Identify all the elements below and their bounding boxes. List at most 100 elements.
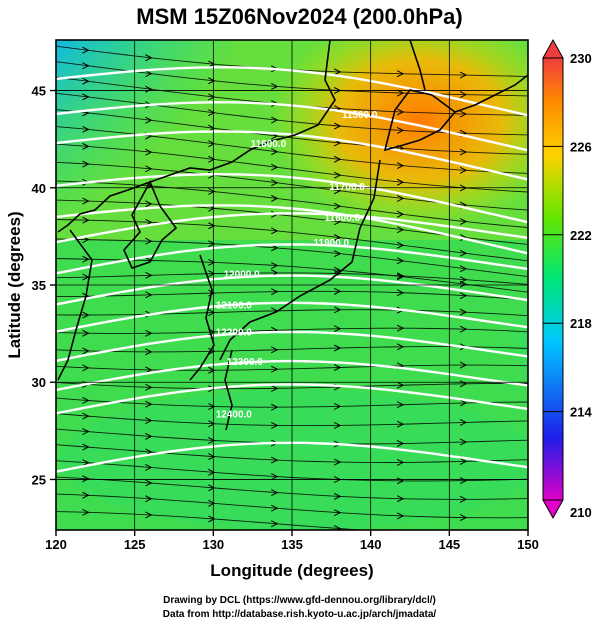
streamline-arrowhead — [396, 273, 405, 281]
streamline-arrowhead — [271, 163, 279, 171]
streamline-arrowhead — [145, 116, 153, 124]
streamline-arrowhead — [82, 93, 90, 101]
x-tick-label: 140 — [360, 537, 382, 552]
y-axis-title: Latitude (degrees) — [5, 211, 24, 358]
streamline-arrowhead — [208, 436, 216, 444]
credits: Drawing by DCL (https://www.gfd-dennou.o… — [0, 594, 599, 622]
streamline-arrowhead — [271, 116, 279, 124]
y-tick-label: 25 — [32, 472, 46, 487]
streamline-arrowhead — [459, 380, 468, 388]
colorbar-tick-label: 226 — [570, 139, 592, 154]
streamline-arrowhead — [82, 311, 90, 319]
streamline-arrowhead — [459, 514, 468, 522]
streamline-arrowhead — [208, 499, 216, 507]
streamline-arrowhead — [396, 420, 405, 428]
streamline-arrowhead — [459, 399, 468, 407]
x-tick-label: 150 — [517, 537, 539, 552]
contour-label: 11800.0 — [325, 213, 361, 224]
streamline-arrowhead — [145, 495, 153, 503]
streamline-arrowhead — [208, 366, 216, 374]
streamline-arrowhead — [396, 108, 405, 116]
x-tick-label: 130 — [202, 537, 224, 552]
contour-label: 12100.0 — [216, 300, 253, 311]
streamline-arrowhead — [145, 271, 153, 279]
streamline-arrowhead — [82, 329, 90, 337]
streamline-arrowhead — [396, 162, 405, 170]
streamline-arrowhead — [145, 54, 153, 62]
colorbar-tick-label: 210 — [570, 505, 592, 520]
colorbar-ticks: 230 226 222 218 214 210 — [543, 51, 592, 520]
streamline-arrowhead — [82, 428, 90, 436]
y-tick-label: 30 — [32, 375, 46, 390]
x-tick-label: 120 — [45, 537, 67, 552]
streamline-arrowhead — [82, 508, 90, 516]
streamline-arrowhead — [271, 456, 279, 464]
streamline-arrowhead — [82, 62, 90, 70]
streamline-arrowhead — [396, 343, 405, 351]
streamline-arrowhead — [145, 511, 153, 519]
streamline-arrowhead — [396, 226, 405, 234]
streamline-arrowhead — [333, 266, 342, 274]
streamline-arrowhead — [82, 125, 90, 133]
colorbar-gradient — [542, 57, 564, 501]
x-tick-label: 135 — [281, 537, 303, 552]
streamline-arrowhead — [396, 495, 405, 503]
streamline-arrowhead — [333, 364, 342, 371]
streamline-arrowhead — [271, 83, 279, 90]
streamline-arrowhead — [145, 383, 153, 391]
streamline-arrowhead — [333, 421, 342, 429]
streamline-arrowhead — [459, 361, 468, 369]
y-tick-label: 35 — [32, 278, 46, 293]
streamline-arrowhead — [82, 475, 90, 483]
streamline-arrowhead — [333, 325, 342, 333]
coastlines — [57, 40, 528, 431]
streamline-arrowhead — [459, 457, 468, 465]
streamline-arrowhead — [396, 289, 405, 297]
streamline-arrowhead — [145, 348, 153, 356]
streamline-arrowhead — [145, 463, 153, 471]
streamline-arrowhead — [333, 187, 342, 195]
streamline-arrowhead — [145, 400, 153, 408]
y-axis-ticks: 25 30 35 40 45 — [32, 84, 56, 487]
streamline-arrowhead — [82, 46, 90, 54]
streamline-arrowhead — [333, 306, 342, 314]
streamline-arrowhead — [396, 458, 405, 466]
streamline-arrowhead — [459, 249, 468, 257]
colorbar-tick-label: 214 — [570, 405, 592, 420]
streamline-arrowhead — [333, 525, 342, 530]
streamline-arrowhead — [145, 417, 153, 424]
streamline-arrowhead — [459, 438, 468, 446]
colorbar-tick-label: 218 — [570, 316, 592, 331]
streamline-arrowhead — [333, 344, 342, 352]
streamline-arrowhead — [82, 412, 90, 420]
colorbar-tick-label: 230 — [570, 51, 592, 66]
streamline-arrowhead — [333, 492, 342, 500]
streamline-arrowhead — [333, 202, 342, 210]
streamline-arrowhead — [333, 287, 342, 295]
streamline-arrowhead — [460, 532, 466, 538]
streamline-arrowhead — [459, 276, 468, 284]
streamline-arrowhead — [271, 244, 279, 252]
streamline-arrowhead — [145, 432, 153, 440]
streamline-arrowhead — [271, 227, 279, 235]
streamline-arrowhead — [208, 403, 216, 410]
streamline-arrowhead — [271, 421, 279, 429]
streamline-arrowhead — [333, 509, 342, 517]
streamline-arrowhead — [333, 155, 342, 163]
streamline-arrowhead — [333, 250, 342, 258]
streamline-arrowhead — [208, 60, 216, 68]
colorbar-min-arrow — [542, 499, 564, 520]
streamline-arrowhead — [396, 194, 405, 202]
y-tick-label: 45 — [32, 84, 46, 99]
streamline-arrowhead — [82, 255, 90, 263]
streamline-arrowhead — [208, 140, 216, 148]
streamline-arrowhead — [208, 309, 216, 317]
contour-label: 11700.0 — [329, 182, 365, 193]
streamline-arrowhead — [271, 403, 279, 411]
streamline-arrowhead — [145, 237, 153, 245]
streamline-arrowhead — [396, 210, 405, 218]
streamline-arrowhead — [208, 77, 216, 85]
streamline-arrowhead — [208, 258, 216, 266]
colorbar-max-arrow — [542, 38, 564, 59]
